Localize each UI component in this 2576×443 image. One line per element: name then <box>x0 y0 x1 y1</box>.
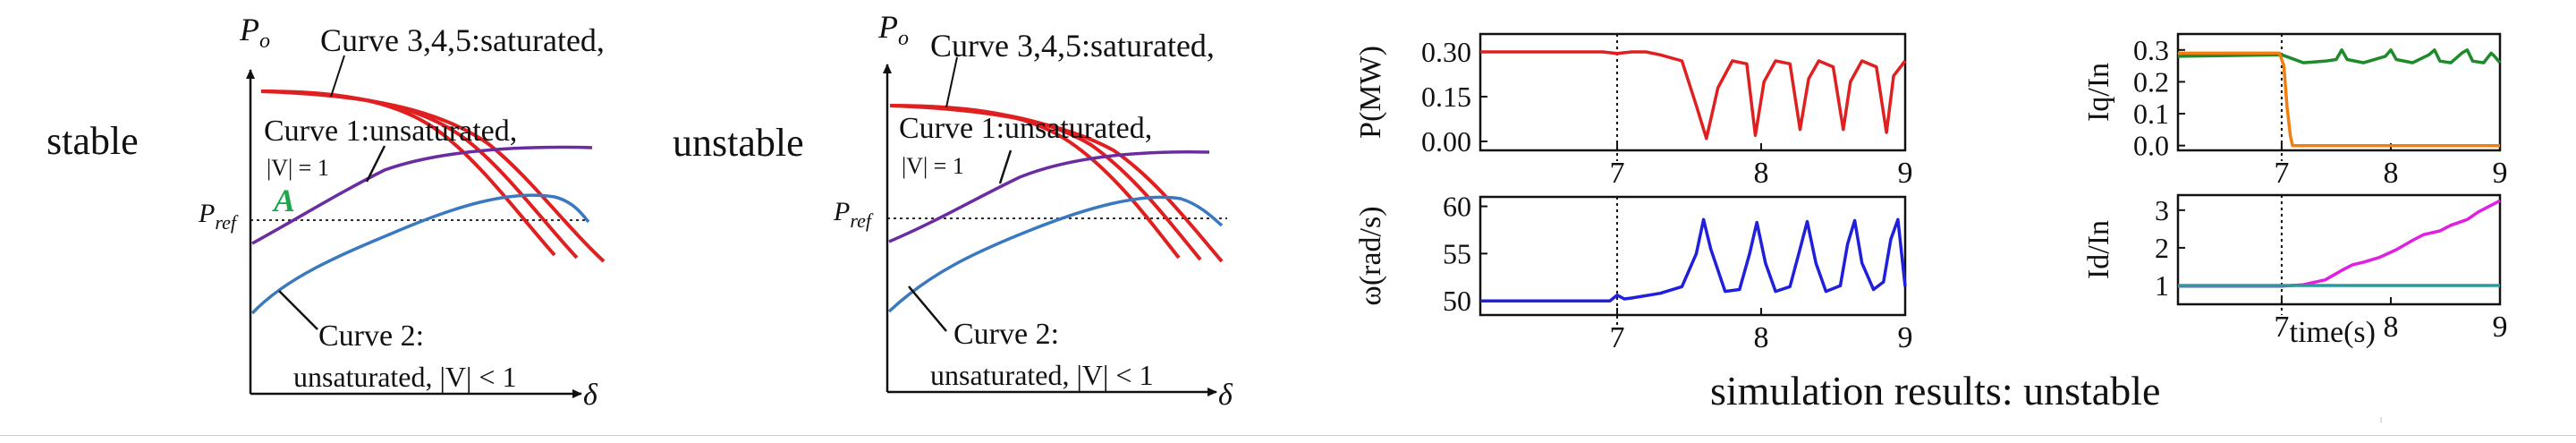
page-number: 1 <box>2379 416 2383 424</box>
curve2-label: Curve 2: <box>318 319 424 353</box>
y-tick-label: 1 <box>2155 269 2169 302</box>
pref-label: Pref <box>833 197 874 232</box>
simulation-charts: 7 8 9 0.00 0.15 0.30 P(MW) 7 8 9 50 55 60 ω(rad/s) 7 8 9… <box>1354 32 2508 354</box>
y-axis-label: ω(rad/s) <box>1354 206 1387 305</box>
y-tick-label: 2 <box>2155 232 2169 264</box>
unsaturated-curve-2 <box>887 195 1224 313</box>
p-series-1 <box>1480 50 1907 141</box>
pref-label: Pref <box>198 199 239 234</box>
y-tick-label: 55 <box>1443 237 1471 269</box>
saturated-curve-5 <box>260 89 606 263</box>
plot-frame <box>1479 195 1907 317</box>
curve2-leader <box>278 290 318 330</box>
y-axis-label: Iq/In <box>2082 63 2115 122</box>
plot-frame <box>1479 32 1907 152</box>
x-tick-label: 9 <box>1898 157 1913 190</box>
curve1-leader <box>365 145 386 183</box>
x-tick-label: 8 <box>1753 321 1768 354</box>
y-axis-label: Po <box>239 12 270 53</box>
unsaturated-curve-2 <box>250 193 590 315</box>
x-tick-label: 8 <box>2383 157 2398 190</box>
y-tick-label: 0.0 <box>2133 130 2169 162</box>
unsaturated-curve-1 <box>888 150 1210 243</box>
y-tick-label: 0.2 <box>2133 65 2169 98</box>
x-axis-label: time(s) <box>2290 316 2376 349</box>
unstable-pv-diagram: unstable Po δ Pref Curve 3,4,5:saturated… <box>673 9 1233 412</box>
curve1-voltage-label: |V| = 1 <box>902 153 964 179</box>
y-axis-label: Id/In <box>2082 220 2115 279</box>
y-tick-label: 3 <box>2155 194 2169 226</box>
curve345-label: Curve 3,4,5:saturated, <box>320 22 605 58</box>
curve345-label: Curve 3,4,5:saturated, <box>930 28 1215 64</box>
id-chart: 7 8 9 1 2 3 Id/In time(s) <box>2082 193 2508 349</box>
x-tick-label: 7 <box>2274 157 2289 190</box>
unsaturated-curve-1 <box>251 145 593 245</box>
stable-pv-diagram: stable Po δ Pref Curve 3,4,5:saturated, … <box>47 12 606 412</box>
x-axis-label: δ <box>583 379 598 412</box>
stable-label: stable <box>47 119 139 163</box>
saturated-curve-5 <box>889 104 1224 263</box>
curve1-label: Curve 1:unsaturated, <box>899 112 1152 145</box>
curve1-voltage-label: |V| = 1 <box>267 155 329 181</box>
iq-series-1 <box>2177 48 2502 64</box>
curve2-label: Curve 2: <box>953 318 1059 351</box>
curve1-leader <box>998 149 1013 184</box>
x-tick-label: 7 <box>2274 311 2289 344</box>
x-tick-label: 9 <box>2493 157 2508 190</box>
y-tick-label: 0.15 <box>1421 81 1471 113</box>
x-axis-label: δ <box>1218 379 1233 412</box>
curve345-leader <box>330 55 345 98</box>
unstable-label: unstable <box>673 121 804 165</box>
omega-series-1 <box>1480 217 1907 302</box>
footer-divider <box>0 435 2576 436</box>
x-tick-label: 9 <box>1898 321 1913 354</box>
y-tick-label: 0.00 <box>1421 125 1471 158</box>
y-tick-label: 60 <box>1443 191 1471 223</box>
x-tick-label: 7 <box>1609 157 1624 190</box>
p-chart: 7 8 9 0.00 0.15 0.30 P(MW) <box>1354 32 1913 190</box>
y-axis-label: Po <box>877 9 909 50</box>
y-tick-label: 0.3 <box>2133 34 2169 66</box>
curve2-sub-label: unsaturated, |V| < 1 <box>293 361 516 393</box>
y-tick-label: 0.1 <box>2133 98 2169 130</box>
curve2-leader <box>908 285 947 332</box>
y-axis-label: P(MW) <box>1354 46 1387 139</box>
y-tick-label: 50 <box>1443 285 1471 317</box>
curve345-leader <box>945 56 958 108</box>
x-tick-label: 8 <box>1753 157 1768 190</box>
curve1-label: Curve 1:unsaturated, <box>264 115 517 148</box>
x-tick-label: 7 <box>1609 321 1624 354</box>
plot-frame <box>2176 32 2502 152</box>
results-caption: simulation results: unstable <box>1710 368 2160 413</box>
plot-frame <box>2176 193 2502 306</box>
id-series-1 <box>2178 199 2501 288</box>
x-tick-label: 8 <box>2383 311 2398 344</box>
point-A-label: A <box>272 183 295 218</box>
iq-chart: 7 8 9 0.00.10.20.3 Iq/In <box>2082 32 2508 190</box>
iq-series-2 <box>2178 51 2500 148</box>
y-tick-label: 0.30 <box>1421 36 1471 68</box>
x-tick-label: 9 <box>2493 311 2508 344</box>
curve2-sub-label: unsaturated, |V| < 1 <box>930 359 1153 391</box>
omega-chart: 7 8 9 50 55 60 ω(rad/s) <box>1354 191 1913 354</box>
